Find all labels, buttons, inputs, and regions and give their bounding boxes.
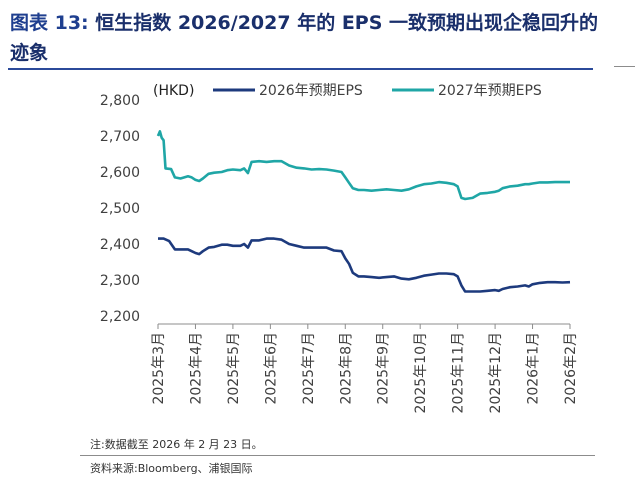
series-layer: [156, 130, 571, 293]
x-tick-label: 2025年12月: [488, 332, 504, 413]
x-tick-label: 2025年8月: [338, 332, 354, 405]
x-tick-label: 2025年6月: [263, 332, 279, 405]
x-axis: 2025年3月 2025年4月 2025年5月 2025年6月 2025年7月 2025年…: [151, 323, 579, 413]
x-tick-label: 2025年11月: [451, 332, 467, 413]
adjacent-panel-divider: [614, 66, 635, 67]
x-tick-label: 2025年7月: [301, 332, 317, 405]
y-axis: 2,800 2,700 2,600 2,500 2,400 2,300 2,200: [100, 93, 140, 325]
legend-label: 2026年预期EPS: [259, 83, 363, 99]
y-tick-label: 2,400: [100, 237, 140, 253]
y-tick-label: 2,500: [100, 201, 140, 217]
y-tick-label: 2,600: [100, 165, 140, 181]
source-note: 资料来源:Bloomberg、浦银国际: [90, 462, 253, 475]
y-unit-label: (HKD): [153, 83, 194, 99]
x-tick-label: 2026年2月: [563, 332, 579, 405]
footnote: 注:数据截至 2026 年 2 月 23 日。: [90, 438, 263, 451]
figure-title-text: 恒生指数 2026/2027 年的 EPS 一致预期出现企稳回升的迹象: [10, 12, 599, 64]
y-tick-label: 2,800: [100, 93, 140, 109]
legend-label: 2027年预期EPS: [438, 83, 542, 99]
series-line-2027-eps: [156, 130, 570, 201]
legend: 2026年预期EPS 2027年预期EPS: [213, 83, 542, 99]
x-tick-label: 2026年1月: [526, 332, 542, 405]
y-tick-label: 2,200: [100, 309, 140, 325]
x-tick-label: 2025年3月: [151, 332, 167, 405]
x-tick-label: 2025年4月: [188, 332, 204, 405]
series-line-2026-eps: [158, 237, 571, 293]
y-tick-label: 2,300: [100, 273, 140, 289]
figure-number: 图表 13:: [10, 12, 89, 34]
y-tick-label: 2,700: [100, 129, 140, 145]
x-tick-label: 2025年9月: [376, 332, 392, 405]
x-tick-label: 2025年5月: [226, 332, 242, 405]
chart-title: 图表 13: 恒生指数 2026/2027 年的 EPS 一致预期出现企稳回升的…: [10, 8, 610, 68]
x-tick-label: 2025年10月: [413, 332, 429, 413]
footer-divider: [80, 455, 595, 456]
title-divider: [8, 68, 593, 70]
